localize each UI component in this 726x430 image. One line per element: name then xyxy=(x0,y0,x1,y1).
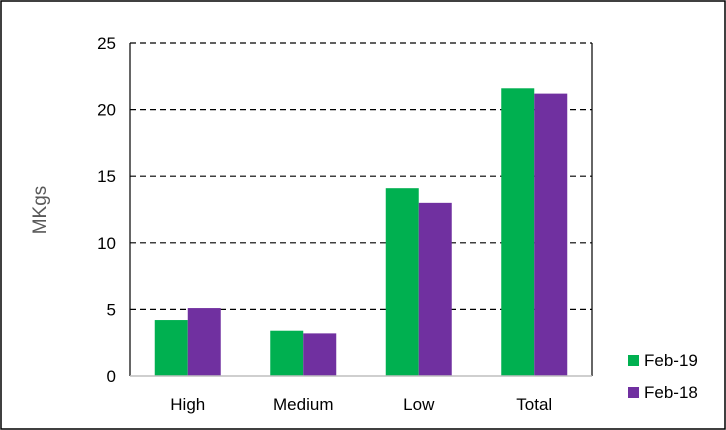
bar-feb-18-total xyxy=(534,93,568,376)
y-tick-label: 10 xyxy=(97,234,116,253)
bar-feb-19-total xyxy=(501,88,535,377)
axes xyxy=(129,43,593,377)
bars xyxy=(154,88,568,377)
x-tick-label: Medium xyxy=(273,395,333,414)
legend-swatch xyxy=(628,387,639,398)
bar-feb-18-medium xyxy=(303,333,337,376)
x-tick-label: High xyxy=(170,395,205,414)
bar-feb-18-low xyxy=(418,202,452,376)
y-tick-label: 20 xyxy=(97,101,116,120)
legend: Feb-19 Feb-18 xyxy=(628,351,698,402)
x-tick-label: Low xyxy=(403,395,435,414)
bar-feb-18-high xyxy=(187,308,221,376)
legend-label: Feb-18 xyxy=(644,383,698,402)
y-tick-label: 0 xyxy=(107,367,116,386)
legend-swatch xyxy=(628,355,639,366)
tick-labels: 0 5 10 15 20 25 High Medium Low Total xyxy=(97,34,552,414)
y-axis-title: MKgs xyxy=(30,186,51,235)
y-tick-label: 5 xyxy=(107,300,116,319)
bar-feb-19-high xyxy=(154,320,188,376)
y-tick-label: 25 xyxy=(97,34,116,53)
bar-feb-19-medium xyxy=(270,330,304,376)
bar-feb-19-low xyxy=(385,188,419,376)
legend-label: Feb-19 xyxy=(644,351,698,370)
x-tick-label: Total xyxy=(516,395,552,414)
y-tick-label: 15 xyxy=(97,167,116,186)
